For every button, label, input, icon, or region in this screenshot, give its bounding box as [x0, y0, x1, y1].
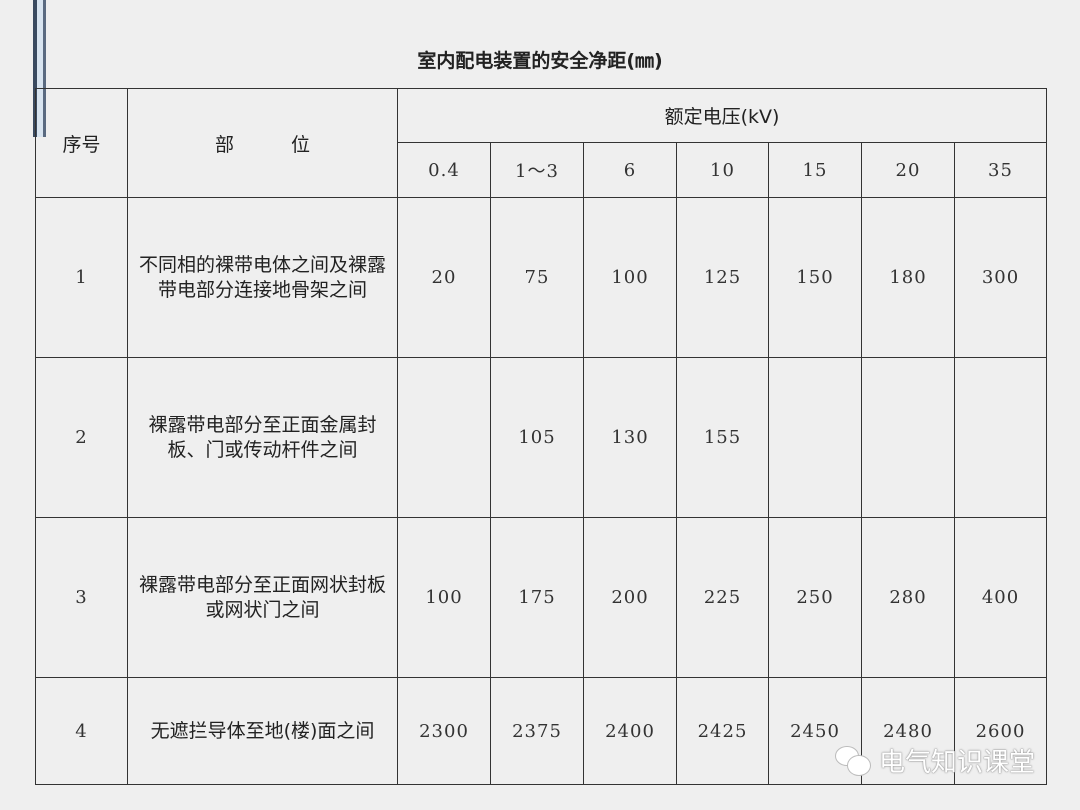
row-part: 无遮拦导体至地(楼)面之间 — [127, 677, 398, 785]
cell-value — [768, 357, 862, 518]
watermark: 电气知识课堂 — [835, 742, 1035, 779]
cell-value: 175 — [490, 517, 584, 678]
header-voltage: 额定电压(kV) — [397, 88, 1047, 143]
table-row: 3 裸露带电部分至正面网状封板或网状门之间 100 175 200 225 25… — [35, 517, 1047, 678]
cell-value: 2480 — [861, 677, 955, 785]
voltage-header: 0.4 — [397, 142, 491, 198]
row-part: 裸露带电部分至正面金属封板、门或传动杆件之间 — [127, 357, 398, 518]
header-seq: 序号 — [35, 88, 128, 198]
cell-value: 2375 — [490, 677, 584, 785]
row-seq: 4 — [35, 677, 128, 785]
cell-value: 2425 — [676, 677, 769, 785]
decorative-bar — [43, 0, 46, 137]
cell-value: 280 — [861, 517, 955, 678]
cell-value — [397, 357, 491, 518]
cell-value: 105 — [490, 357, 584, 518]
header-part: 部 位 — [127, 88, 398, 198]
cell-value: 130 — [583, 357, 677, 518]
row-seq: 3 — [35, 517, 128, 678]
voltage-header: 20 — [861, 142, 955, 198]
cell-value: 75 — [490, 197, 584, 358]
wechat-icon — [835, 745, 871, 776]
cell-value: 100 — [583, 197, 677, 358]
voltage-header: 1～3 — [490, 142, 584, 198]
cell-value: 2450 — [768, 677, 862, 785]
row-part: 不同相的裸带电体之间及裸露带电部分连接地骨架之间 — [127, 197, 398, 358]
cell-value: 200 — [583, 517, 677, 678]
cell-value: 2400 — [583, 677, 677, 785]
row-seq: 1 — [35, 197, 128, 358]
table-title: 室内配电装置的安全净距(㎜) — [417, 50, 663, 72]
cell-value: 150 — [768, 197, 862, 358]
cell-value: 225 — [676, 517, 769, 678]
table-row: 4 无遮拦导体至地(楼)面之间 2300 2375 2400 2425 2450… — [35, 677, 1047, 785]
table-row: 2 裸露带电部分至正面金属封板、门或传动杆件之间 105 130 155 — [35, 357, 1047, 518]
cell-value: 155 — [676, 357, 769, 518]
cell-value: 125 — [676, 197, 769, 358]
decorative-bar — [33, 0, 37, 137]
cell-value: 250 — [768, 517, 862, 678]
cell-value: 400 — [954, 517, 1047, 678]
cell-value: 2600 — [954, 677, 1047, 785]
cell-value: 20 — [397, 197, 491, 358]
row-seq: 2 — [35, 357, 128, 518]
row-part: 裸露带电部分至正面网状封板或网状门之间 — [127, 517, 398, 678]
decorative-bar — [37, 0, 43, 137]
watermark-text: 电气知识课堂 — [879, 748, 1036, 778]
voltage-header: 15 — [768, 142, 862, 198]
voltage-header: 35 — [954, 142, 1047, 198]
cell-value: 100 — [397, 517, 491, 678]
cell-value: 300 — [954, 197, 1047, 358]
cell-value: 180 — [861, 197, 955, 358]
cell-value: 2300 — [397, 677, 491, 785]
clearance-table: 序号 部 位 额定电压(kV) 0.4 1～3 6 10 15 20 35 1 … — [35, 88, 1047, 785]
cell-value — [861, 357, 955, 518]
cell-value — [954, 357, 1047, 518]
voltage-header: 6 — [583, 142, 677, 198]
table-row: 1 不同相的裸带电体之间及裸露带电部分连接地骨架之间 20 75 100 125… — [35, 197, 1047, 358]
voltage-header: 10 — [676, 142, 769, 198]
